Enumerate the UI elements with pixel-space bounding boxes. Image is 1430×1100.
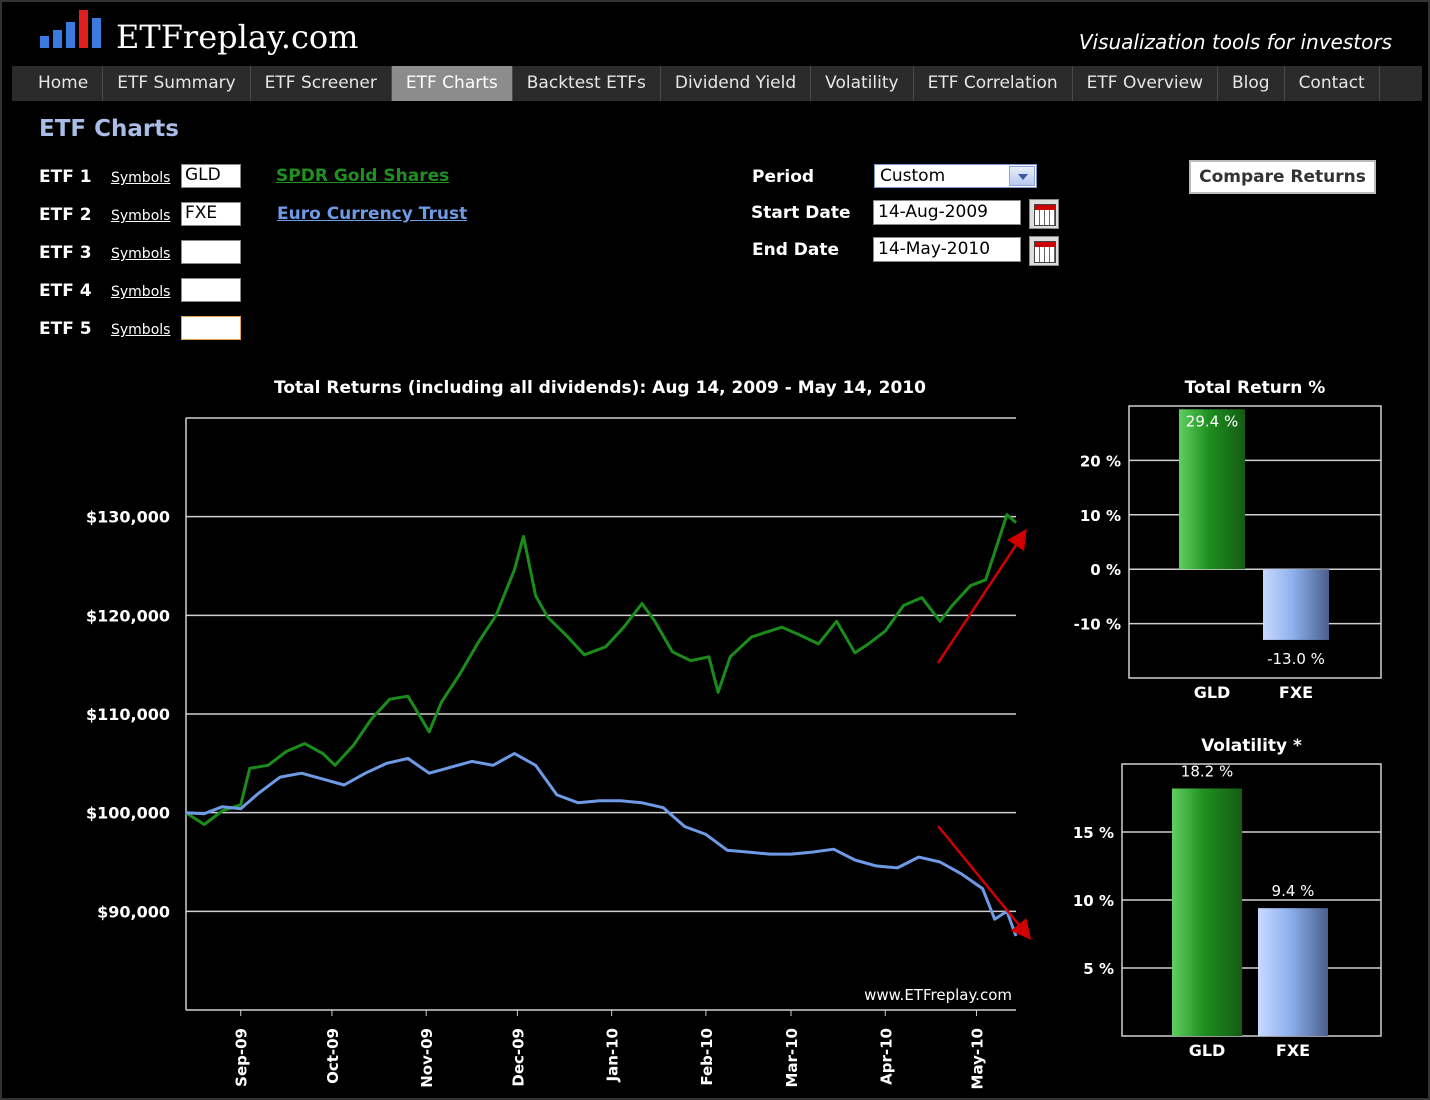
bar-chart-title: Total Return %	[1185, 378, 1326, 398]
etf-label: ETF 2	[39, 205, 92, 225]
etf4-symbol-input[interactable]	[181, 278, 241, 302]
etf-label: ETF 4	[39, 281, 92, 301]
bar-fxe	[1258, 908, 1328, 1036]
symbols-link[interactable]: Symbols	[111, 284, 171, 300]
etf3-symbol-input[interactable]	[181, 240, 241, 264]
y-tick-label: $100,000	[86, 804, 170, 823]
x-tick-label: Oct-09	[324, 1028, 342, 1084]
series-line-fxe	[185, 752, 1018, 937]
calendar-icon[interactable]	[1029, 199, 1059, 229]
bar-gld	[1179, 409, 1245, 570]
period-label: Period	[752, 167, 815, 187]
nav-item-etf-charts[interactable]: ETF Charts	[391, 66, 513, 101]
y-tick-label: 20 %	[1080, 452, 1121, 470]
nav-item-etf-screener[interactable]: ETF Screener	[251, 66, 392, 101]
x-tick-label: May-10	[968, 1028, 986, 1089]
y-tick-label: 10 %	[1080, 507, 1121, 525]
y-tick-label: $110,000	[86, 705, 170, 724]
bar-category-label: FXE	[1276, 1041, 1310, 1060]
etf1-symbol-input[interactable]: GLD	[181, 164, 241, 188]
etf2-name-link[interactable]: Euro Currency Trust	[277, 204, 468, 224]
y-tick-label: 15 %	[1073, 824, 1114, 842]
x-tick-label: Mar-10	[783, 1028, 801, 1088]
nav-item-volatility[interactable]: Volatility	[811, 66, 914, 101]
symbols-link[interactable]: Symbols	[111, 246, 171, 262]
bar-category-label: GLD	[1194, 683, 1231, 702]
y-tick-label: 0 %	[1090, 561, 1121, 579]
y-tick-label: 10 %	[1073, 892, 1114, 910]
y-tick-label: $120,000	[86, 606, 170, 625]
y-tick-label: -10 %	[1074, 616, 1121, 634]
bar-value-label: 29.4 %	[1186, 412, 1238, 430]
nav-item-etf-overview[interactable]: ETF Overview	[1073, 66, 1218, 101]
up-arrow-annotation	[936, 528, 1027, 664]
y-tick-label: 5 %	[1083, 960, 1114, 978]
etf2-symbol-input[interactable]: FXE	[181, 202, 241, 226]
bar-chart-logo-icon	[40, 10, 101, 48]
etf-label: ETF 5	[39, 319, 92, 339]
series-line-gld	[185, 513, 1017, 826]
etf-label: ETF 3	[39, 243, 92, 263]
symbols-link[interactable]: Symbols	[111, 322, 171, 338]
down-arrow-annotation	[937, 825, 1032, 940]
x-tick-label: Feb-10	[698, 1028, 716, 1086]
start-date-label: Start Date	[751, 203, 851, 223]
bar-category-label: FXE	[1279, 683, 1313, 702]
chart-watermark: www.ETFreplay.com	[864, 986, 1012, 1004]
period-value: Custom	[880, 166, 946, 186]
x-tick-label: Jan-10	[604, 1028, 622, 1082]
bar-chart-frame	[1128, 405, 1382, 679]
bar-fxe	[1263, 569, 1329, 640]
end-date-label: End Date	[752, 240, 840, 260]
tagline: Visualization tools for investors	[1078, 30, 1392, 54]
bar-value-label: -13.0 %	[1267, 650, 1325, 668]
etf1-name-link[interactable]: SPDR Gold Shares	[276, 166, 450, 186]
symbols-link[interactable]: Symbols	[111, 170, 171, 186]
bar-category-label: GLD	[1189, 1041, 1226, 1060]
x-tick-label: Apr-10	[877, 1028, 895, 1085]
symbols-link[interactable]: Symbols	[111, 208, 171, 224]
etf-label: ETF 1	[39, 167, 92, 187]
bar-chart-title: Volatility *	[1201, 736, 1302, 756]
calendar-icon[interactable]	[1029, 236, 1059, 266]
end-date-input[interactable]: 14-May-2010	[873, 237, 1021, 262]
chevron-down-icon[interactable]	[1009, 166, 1035, 186]
nav-item-blog[interactable]: Blog	[1218, 66, 1285, 101]
nav-item-etf-summary[interactable]: ETF Summary	[103, 66, 251, 101]
nav-item-backtest-etfs[interactable]: Backtest ETFs	[513, 66, 661, 101]
y-tick-label: $90,000	[97, 902, 170, 921]
nav-item-etf-correlation[interactable]: ETF Correlation	[914, 66, 1073, 101]
y-tick-label: $130,000	[86, 508, 170, 527]
start-date-input[interactable]: 14-Aug-2009	[873, 200, 1021, 225]
etf5-symbol-input[interactable]	[181, 316, 241, 340]
bar-value-label: 18.2 %	[1181, 762, 1233, 780]
line-chart-title: Total Returns (including all dividends):…	[274, 378, 926, 398]
site-name: ETFreplay.com	[116, 18, 359, 56]
x-tick-label: Nov-09	[418, 1028, 436, 1088]
period-select[interactable]: Custom	[874, 164, 1037, 188]
bar-value-label: 9.4 %	[1272, 882, 1315, 900]
compare-returns-button[interactable]: Compare Returns	[1189, 160, 1376, 194]
page-title: ETF Charts	[39, 116, 179, 142]
x-tick-label: Sep-09	[233, 1028, 251, 1087]
main-nav: Home ETF Summary ETF Screener ETF Charts Bac…	[12, 66, 1422, 101]
nav-item-dividend-yield[interactable]: Dividend Yield	[661, 66, 812, 101]
bar-gld	[1172, 788, 1242, 1036]
nav-item-contact[interactable]: Contact	[1285, 66, 1380, 101]
x-tick-label: Dec-09	[509, 1028, 527, 1087]
nav-item-home[interactable]: Home	[12, 66, 104, 101]
